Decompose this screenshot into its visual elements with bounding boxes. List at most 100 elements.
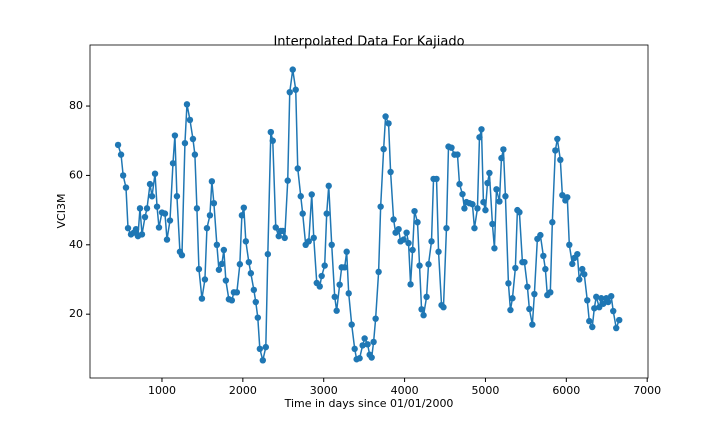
data-point bbox=[348, 321, 355, 328]
data-point bbox=[418, 306, 425, 313]
data-point bbox=[238, 212, 246, 219]
data-point bbox=[549, 219, 556, 226]
data-point bbox=[119, 172, 127, 179]
data-point bbox=[203, 224, 211, 232]
data-point bbox=[136, 205, 144, 212]
data-point bbox=[491, 245, 498, 252]
data-point bbox=[605, 298, 612, 306]
data-point bbox=[117, 151, 125, 158]
data-point bbox=[476, 134, 483, 141]
data-point bbox=[240, 204, 248, 211]
data-point bbox=[372, 315, 379, 322]
data-point bbox=[286, 88, 293, 96]
data-point bbox=[493, 186, 500, 193]
x-tick-label: 4000 bbox=[391, 384, 419, 397]
data-point bbox=[509, 295, 516, 302]
data-point bbox=[613, 324, 620, 332]
data-point bbox=[616, 316, 623, 324]
data-point bbox=[482, 206, 489, 214]
data-point bbox=[328, 241, 335, 248]
data-point bbox=[425, 261, 432, 268]
data-point bbox=[210, 199, 218, 207]
data-point bbox=[289, 66, 296, 73]
data-point bbox=[377, 203, 384, 210]
data-point bbox=[151, 170, 159, 177]
plot-frame bbox=[89, 44, 649, 379]
data-point bbox=[222, 277, 230, 284]
data-point bbox=[454, 151, 461, 158]
data-point bbox=[245, 258, 253, 266]
data-point bbox=[236, 261, 244, 268]
data-point bbox=[336, 281, 343, 288]
data-point bbox=[206, 212, 214, 219]
data-point bbox=[345, 290, 352, 297]
x-tick-label: 3000 bbox=[310, 384, 338, 397]
data-point bbox=[138, 231, 146, 238]
data-point bbox=[480, 198, 487, 206]
data-point bbox=[407, 281, 414, 288]
x-tick-label: 1000 bbox=[148, 384, 176, 397]
data-point bbox=[505, 280, 512, 287]
data-point bbox=[356, 355, 363, 362]
data-point bbox=[586, 317, 593, 325]
data-point bbox=[537, 231, 544, 239]
data-point bbox=[469, 201, 476, 208]
data-point bbox=[198, 295, 206, 302]
data-point bbox=[498, 154, 505, 162]
data-point bbox=[531, 290, 538, 298]
data-point bbox=[279, 227, 286, 235]
data-point bbox=[600, 300, 607, 307]
data-point bbox=[521, 258, 528, 266]
data-point bbox=[259, 357, 267, 364]
data-point bbox=[428, 238, 435, 245]
data-point bbox=[471, 224, 478, 232]
data-point bbox=[486, 169, 493, 177]
data-point bbox=[284, 177, 291, 184]
data-point bbox=[364, 341, 371, 348]
data-point bbox=[589, 323, 596, 331]
data-point bbox=[141, 213, 149, 221]
data-point bbox=[529, 321, 536, 328]
data-point bbox=[195, 265, 203, 273]
data-point bbox=[208, 178, 216, 185]
data-point bbox=[269, 137, 276, 144]
data-point bbox=[459, 190, 466, 198]
data-point bbox=[559, 191, 566, 199]
data-point bbox=[331, 293, 338, 301]
data-point bbox=[359, 342, 366, 349]
data-point bbox=[584, 297, 591, 304]
data-point bbox=[292, 86, 299, 93]
data-point bbox=[574, 250, 581, 258]
data-point bbox=[166, 217, 174, 224]
data-point bbox=[114, 141, 122, 149]
data-point bbox=[414, 219, 421, 226]
data-point bbox=[161, 210, 169, 217]
data-point bbox=[405, 239, 412, 247]
data-point bbox=[496, 198, 503, 205]
data-point bbox=[540, 252, 547, 260]
data-point bbox=[351, 345, 358, 353]
data-point bbox=[409, 246, 416, 254]
data-point bbox=[323, 210, 330, 217]
data-point bbox=[272, 224, 279, 231]
x-tick-label: 7000 bbox=[633, 384, 661, 397]
data-point bbox=[443, 224, 450, 232]
data-point bbox=[400, 236, 407, 243]
data-point bbox=[228, 297, 236, 304]
data-point bbox=[387, 168, 394, 176]
data-point bbox=[146, 180, 154, 188]
data-point bbox=[122, 184, 130, 191]
data-point bbox=[593, 293, 600, 301]
x-tick-label: 2000 bbox=[229, 384, 257, 397]
data-point bbox=[153, 203, 161, 210]
data-point bbox=[610, 307, 617, 315]
data-point bbox=[305, 238, 312, 245]
data-point bbox=[242, 238, 250, 245]
data-line bbox=[117, 69, 620, 361]
data-point bbox=[566, 241, 573, 248]
data-point bbox=[267, 128, 275, 136]
y-tick-label: 60 bbox=[69, 168, 83, 181]
chart-title: Interpolated Data For Kajiado bbox=[273, 35, 464, 50]
data-point bbox=[489, 220, 496, 228]
data-point bbox=[507, 306, 514, 314]
